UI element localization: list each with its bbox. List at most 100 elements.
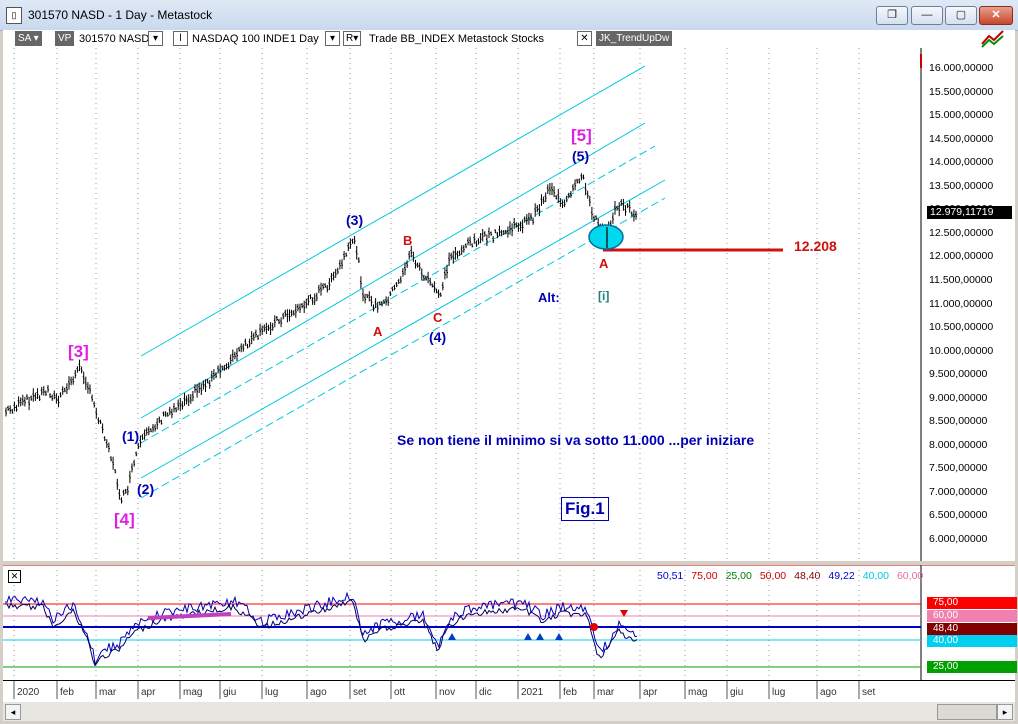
horizontal-scrollbar[interactable]: ◂ ▸ <box>3 702 1015 721</box>
indicator-canvas[interactable] <box>3 565 1015 680</box>
price-axis-label: 16.000,00000 <box>929 62 994 74</box>
security-name: NASDAQ 100 INDE <box>192 33 290 45</box>
wave-c-label: C <box>433 310 443 325</box>
figure-label: Fig.1 <box>561 497 609 521</box>
time-axis-label: apr <box>643 687 658 698</box>
vp-button[interactable]: VP <box>55 31 75 46</box>
indicator-readout: 50,00 <box>759 570 787 582</box>
time-axis-label: set <box>353 687 367 698</box>
chart-header: SA ▾ VP 301570 NASD ▾ l NASDAQ 100 INDE … <box>3 30 1015 48</box>
price-axis-label: 8.000,00000 <box>929 438 988 451</box>
window-title: 301570 NASD - 1 Day - Metastock <box>28 8 213 22</box>
price-axis-label: 13.500,00000 <box>929 179 994 192</box>
time-axis-label: apr <box>141 687 156 698</box>
r-dropdown[interactable]: R▾ <box>343 31 362 46</box>
indicator-value-tag: 75,00 <box>927 597 1017 609</box>
time-axis-label: mag <box>183 687 203 698</box>
time-axis-label: giu <box>223 687 237 698</box>
pane-separator[interactable] <box>3 561 1015 565</box>
sa-dropdown[interactable]: SA ▾ <box>15 31 42 46</box>
price-chart-canvas[interactable] <box>3 48 1015 561</box>
channel-line-top <box>140 65 646 357</box>
price-axis-label: 6.000,00000 <box>929 533 988 545</box>
wave-5-bracket-label: [5] <box>571 126 592 145</box>
vertical-grid <box>13 48 860 561</box>
periodicity-dropdown-icon[interactable]: ▾ <box>325 31 340 46</box>
indicator-pane[interactable]: ✕ 50,51 75,00 25,00 50,00 48,40 49,22 40,00 60,… <box>3 565 1017 680</box>
time-axis-ticks <box>13 681 860 699</box>
indicator-readouts: 50,51 75,00 25,00 50,00 48,40 49,22 40,00 60,00 <box>657 570 931 582</box>
app-icon[interactable]: ▯ <box>6 7 22 24</box>
alt-label: Alt: <box>538 290 560 305</box>
buy-arrow <box>448 633 456 640</box>
symbol-label: 301570 NASD <box>79 33 150 45</box>
security-marker-icon[interactable]: l <box>173 31 188 46</box>
buy-arrow <box>536 633 544 640</box>
restore-window-button[interactable]: ❐ <box>876 6 908 25</box>
time-axis-label: lug <box>772 687 786 698</box>
price-axis-label: 10.500,00000 <box>929 321 994 334</box>
indicator-readout: 50,51 <box>657 570 684 582</box>
wave-a2-label: A <box>599 256 609 271</box>
indicator-readout: 60,00 <box>896 570 924 582</box>
price-axis-label: 14.500,00000 <box>929 132 994 145</box>
time-axis-label: nov <box>439 687 456 698</box>
scroll-left-icon[interactable]: ◂ <box>5 704 21 720</box>
price-axis-label: 9.000,00000 <box>929 391 988 404</box>
price-axis-label: 12.500,00000 <box>929 226 994 239</box>
symbol-dropdown-icon[interactable]: ▾ <box>148 31 163 46</box>
time-axis-label: ago <box>820 687 837 698</box>
indicator-readout: 75,00 <box>691 570 718 582</box>
periodicity-label: 1 Day <box>290 33 319 45</box>
close-indicator-icon[interactable]: ✕ <box>577 31 592 46</box>
price-axis-label: 11.000,00000 <box>929 297 993 310</box>
channel-line-3-dashed <box>140 145 656 444</box>
comment-text: Se non tiene il minimo si va sotto 11.00… <box>397 432 755 448</box>
alt-i-label: [i] <box>598 289 610 303</box>
wave-5-label: (5) <box>572 148 590 164</box>
price-axis-label: 12.000,00000 <box>929 250 994 263</box>
signal-dot <box>590 623 598 631</box>
close-indicator-pane-icon[interactable]: ✕ <box>8 570 21 583</box>
close-button[interactable]: ✕ <box>979 6 1013 25</box>
indicator-value-tag: 48,40 <box>927 623 1017 635</box>
price-axis-label: 15.000,00000 <box>929 109 994 122</box>
indicator-line-label: Trade BB_INDEX Metastock Stocks <box>369 33 545 45</box>
time-axis-label: mar <box>597 687 615 698</box>
indicator-readout: 25,00 <box>725 570 752 582</box>
indicator-readout: 49,22 <box>828 570 855 582</box>
scroll-thumb[interactable] <box>937 704 997 720</box>
price-axis-label: 8.500,00000 <box>929 415 988 428</box>
indicator-tag[interactable]: JK_TrendUpDw <box>596 31 673 46</box>
time-axis-label: giu <box>730 687 744 698</box>
low-ellipse-highlight <box>588 224 624 250</box>
scroll-right-icon[interactable]: ▸ <box>997 704 1013 720</box>
trend-arrows-icon[interactable] <box>979 26 1007 50</box>
oscillator-line-dark <box>4 599 638 667</box>
support-level-label: 12.208 <box>794 238 837 254</box>
indicator-readout: 48,40 <box>794 570 821 582</box>
wave-b-label: B <box>403 233 413 248</box>
time-axis-label: dic <box>479 687 492 698</box>
time-axis-label: 2021 <box>521 687 544 698</box>
time-axis[interactable]: 2020 feb mar apr mag giu lug ago set ott nov dic 202… <box>3 680 1015 703</box>
price-axis-label: 7.000,00000 <box>929 485 988 498</box>
price-bars <box>5 173 637 504</box>
time-axis-label: set <box>862 687 876 698</box>
price-axis-label: 11.500,00000 <box>929 273 993 286</box>
wave-2-label: (2) <box>137 481 155 497</box>
time-axis-label: ott <box>394 687 406 698</box>
time-axis-label: ago <box>310 687 327 698</box>
time-axis-label: mar <box>99 687 117 698</box>
price-axis-label: 6.500,00000 <box>929 509 988 522</box>
maximize-button[interactable]: ▢ <box>945 6 977 25</box>
title-bar: ▯ 301570 NASD - 1 Day - Metastock ❐ — ▢ … <box>0 0 1018 31</box>
wave-1-label: (1) <box>122 428 140 444</box>
indicator-value-tag: 40,00 <box>927 635 1017 647</box>
price-chart[interactable]: 16.000,00000 15.500,00000 15.000,00000 14.5… <box>3 48 1015 561</box>
r-label: R <box>346 33 354 44</box>
time-axis-label: lug <box>265 687 279 698</box>
price-axis-label: 10.000,00000 <box>929 344 994 357</box>
minimize-button[interactable]: — <box>911 6 943 25</box>
indicator-value-tag: 60,00 <box>927 610 1017 622</box>
